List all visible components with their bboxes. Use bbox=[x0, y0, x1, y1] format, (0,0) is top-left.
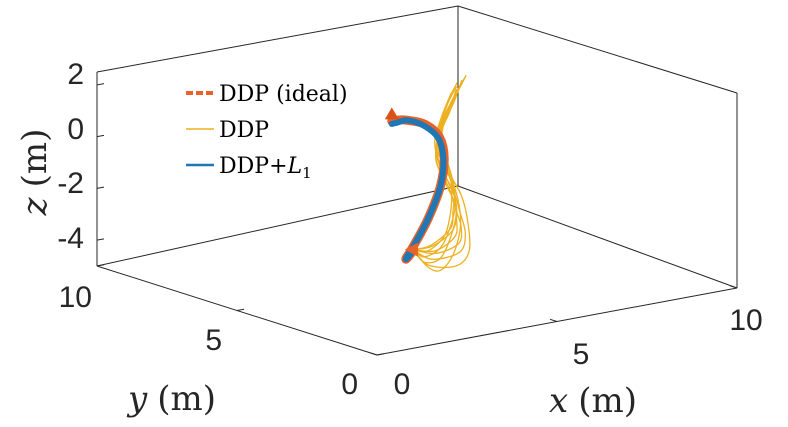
trajectory-markers bbox=[384, 107, 418, 257]
y-axis-label: y (m) bbox=[126, 379, 216, 419]
series-ddp-l1-group bbox=[388, 117, 447, 263]
series-ddp-run-8 bbox=[413, 82, 458, 258]
series-ddp-run-9 bbox=[413, 86, 458, 264]
x-tick-mark bbox=[369, 352, 378, 356]
z-axis-unit: (m) bbox=[15, 129, 55, 188]
y-tick-mark bbox=[236, 308, 245, 311]
z-tick-mark bbox=[96, 238, 105, 241]
box-edge-floor-back-right bbox=[457, 185, 738, 289]
y-axis-var: y bbox=[126, 379, 148, 419]
z-tick-label-neg4: -4 bbox=[57, 222, 84, 255]
box-edge-top-left bbox=[96, 5, 459, 73]
legend-label-ddp-l1-script: L bbox=[287, 154, 303, 179]
z-tick-mark bbox=[96, 134, 105, 138]
x-tick-mark bbox=[549, 318, 558, 322]
series-ddp-run-6 bbox=[413, 74, 467, 251]
y-tick-label-10: 10 bbox=[59, 281, 92, 314]
x-tick-label-0: 0 bbox=[394, 368, 411, 401]
x-tick-label-5: 5 bbox=[573, 338, 590, 371]
series-ddp-run-2 bbox=[413, 92, 467, 260]
tick-marks bbox=[96, 83, 738, 356]
z-axis-label: z (m) bbox=[15, 129, 55, 217]
start-marker bbox=[404, 242, 418, 257]
legend: DDP (ideal) DDP DDP+L1 bbox=[186, 82, 348, 182]
x-axis-unit: (m) bbox=[578, 381, 637, 421]
legend-label-ddp-l1-prefix: DDP+ bbox=[219, 154, 288, 179]
y-tick-label-5: 5 bbox=[205, 324, 222, 357]
z-tick-label-neg2: -2 bbox=[57, 167, 84, 200]
y-axis-unit: (m) bbox=[157, 379, 216, 419]
z-tick-mark bbox=[96, 186, 105, 189]
x-axis-label: x (m) bbox=[549, 381, 637, 421]
series-ddp-run-10 bbox=[413, 90, 462, 272]
legend-label-ddp-l1-sub: 1 bbox=[302, 164, 312, 182]
z-tick-mark bbox=[96, 83, 105, 86]
y-tick-label-0: 0 bbox=[341, 368, 358, 401]
z-tick-label-0: 0 bbox=[67, 113, 84, 146]
box-edge-top-right bbox=[457, 5, 738, 94]
series-ddp-group bbox=[413, 74, 471, 272]
end-marker bbox=[384, 107, 399, 120]
legend-label-ddp-ideal: DDP (ideal) bbox=[219, 82, 348, 107]
x-tick-mark bbox=[729, 285, 738, 289]
x-tick-label-10: 10 bbox=[729, 304, 762, 337]
y-tick-mark bbox=[96, 264, 105, 267]
x-axis-var: x bbox=[549, 381, 568, 421]
legend-label-ddp-l1: DDP+L1 bbox=[219, 154, 312, 182]
series-ddp-l1-line bbox=[388, 117, 447, 263]
legend-label-ddp: DDP bbox=[219, 118, 269, 143]
z-axis-var: z bbox=[15, 196, 55, 216]
y-tick-mark bbox=[376, 353, 385, 356]
z-tick-label-2: 2 bbox=[67, 58, 84, 91]
axes-box bbox=[96, 5, 738, 356]
box-edge-floor-back-left bbox=[96, 185, 459, 267]
